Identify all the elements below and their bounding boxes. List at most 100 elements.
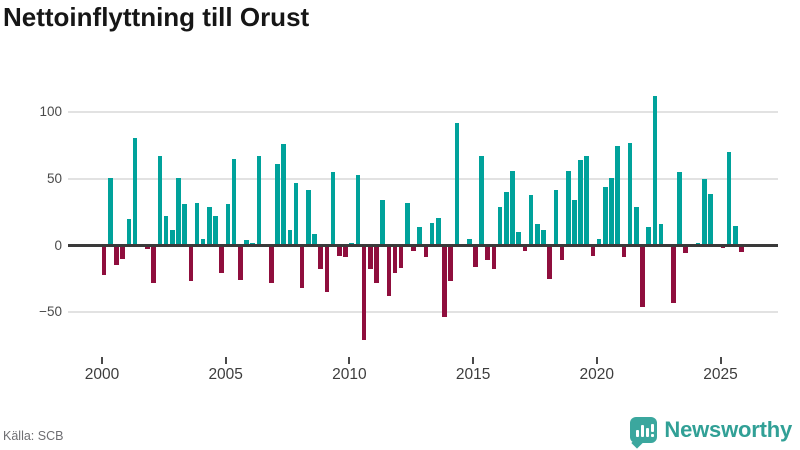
x-axis-tick-label: 2010 bbox=[332, 366, 367, 383]
bar-negative bbox=[448, 245, 453, 282]
logo-exclamation-icon bbox=[651, 424, 655, 432]
x-axis-tick bbox=[472, 357, 475, 364]
newsworthy-chart-bubble-icon bbox=[630, 417, 658, 449]
bar-positive bbox=[244, 240, 249, 246]
bar-positive bbox=[435, 217, 441, 246]
bar-negative bbox=[671, 245, 676, 303]
bar-positive bbox=[330, 172, 336, 246]
x-axis-tick-label: 2015 bbox=[455, 366, 491, 383]
bar-positive bbox=[194, 202, 200, 246]
logo-bar-icon bbox=[646, 428, 650, 437]
bar-positive bbox=[429, 222, 435, 246]
y-axis-tick-label: 100 bbox=[39, 104, 62, 120]
bar-positive bbox=[504, 192, 509, 246]
bar-positive bbox=[708, 193, 713, 246]
bar-positive bbox=[108, 177, 113, 246]
bar-positive bbox=[603, 186, 608, 246]
bar-positive bbox=[732, 225, 738, 246]
logo-bar-icon bbox=[641, 425, 645, 437]
bar-positive bbox=[287, 229, 293, 246]
bar-positive bbox=[702, 178, 707, 246]
bar-positive bbox=[466, 238, 472, 246]
bar-negative bbox=[324, 245, 330, 293]
bar-negative bbox=[739, 245, 744, 253]
bar-negative bbox=[120, 245, 126, 259]
bar-positive bbox=[534, 224, 540, 246]
gridline bbox=[68, 177, 778, 180]
bar-positive bbox=[553, 189, 559, 246]
x-axis-tick-label: 2025 bbox=[703, 366, 738, 383]
bar-positive bbox=[497, 206, 503, 246]
bar-negative bbox=[392, 245, 398, 274]
y-axis-tick-label: −50 bbox=[39, 304, 62, 320]
bar-negative bbox=[590, 245, 596, 257]
bar-positive bbox=[169, 229, 175, 246]
bar-positive bbox=[652, 96, 658, 246]
bubble-tail bbox=[631, 437, 644, 449]
x-axis-tick bbox=[719, 357, 722, 364]
bar-negative bbox=[151, 245, 156, 283]
bar-positive bbox=[658, 224, 664, 246]
x-axis-tick bbox=[595, 357, 598, 364]
bar-negative bbox=[621, 245, 627, 258]
bar-positive bbox=[528, 194, 534, 246]
bar-positive bbox=[633, 206, 639, 246]
bar-positive bbox=[646, 226, 651, 246]
y-axis-tick-label: 0 bbox=[54, 237, 62, 253]
y-axis-tick-label: 50 bbox=[46, 170, 62, 186]
bar-negative bbox=[361, 245, 367, 341]
bar-positive bbox=[157, 156, 163, 246]
bar-negative bbox=[114, 245, 119, 266]
bar-positive bbox=[275, 164, 280, 246]
bar-negative bbox=[522, 245, 528, 251]
bar-positive bbox=[176, 177, 181, 246]
bar-positive bbox=[596, 238, 602, 246]
bar-negative bbox=[423, 245, 429, 258]
gridline bbox=[68, 111, 778, 114]
bar-positive bbox=[312, 233, 317, 246]
bar-positive bbox=[677, 172, 682, 246]
bar-negative bbox=[337, 245, 342, 257]
bar-positive bbox=[454, 122, 460, 246]
bar-negative bbox=[559, 245, 565, 261]
bar-positive bbox=[213, 216, 218, 246]
bar-positive bbox=[231, 158, 237, 246]
bar-negative bbox=[238, 245, 243, 281]
bar-positive bbox=[479, 156, 484, 246]
x-axis-tick bbox=[101, 357, 103, 364]
x-axis-tick-label: 2000 bbox=[84, 366, 120, 383]
bar-negative bbox=[547, 245, 552, 279]
bar-negative bbox=[268, 245, 274, 283]
bar-positive bbox=[572, 200, 577, 246]
logo-bar-icon bbox=[636, 430, 640, 437]
bar-positive bbox=[541, 229, 546, 246]
bar-positive bbox=[405, 202, 410, 246]
bar-positive bbox=[609, 177, 614, 246]
bar-negative bbox=[343, 245, 348, 258]
x-axis-tick bbox=[224, 357, 227, 364]
bar-positive bbox=[510, 170, 515, 246]
chart-title: Nettoinflyttning till Orust bbox=[3, 2, 310, 32]
bar-negative bbox=[299, 245, 305, 289]
bar-positive bbox=[726, 152, 732, 246]
bar-positive bbox=[615, 145, 620, 246]
bar-positive bbox=[565, 170, 571, 246]
bar-negative bbox=[640, 245, 645, 307]
x-axis-tick-label: 2020 bbox=[579, 366, 615, 383]
source-label: Källa: SCB bbox=[3, 429, 64, 443]
bar-positive bbox=[256, 156, 262, 246]
bar-positive bbox=[225, 204, 231, 246]
bar-negative bbox=[367, 245, 373, 270]
bar-positive bbox=[584, 156, 590, 246]
bar-negative bbox=[398, 245, 404, 269]
bar-positive bbox=[380, 200, 385, 246]
bar-negative bbox=[442, 245, 447, 318]
bar-positive bbox=[516, 232, 522, 246]
bar-negative bbox=[411, 245, 416, 251]
bar-negative bbox=[485, 245, 491, 261]
bar-negative bbox=[374, 245, 379, 283]
bar-positive bbox=[207, 206, 212, 246]
x-axis-zero-line-overlay bbox=[68, 244, 778, 247]
x-axis-tick-label: 2005 bbox=[208, 366, 243, 383]
